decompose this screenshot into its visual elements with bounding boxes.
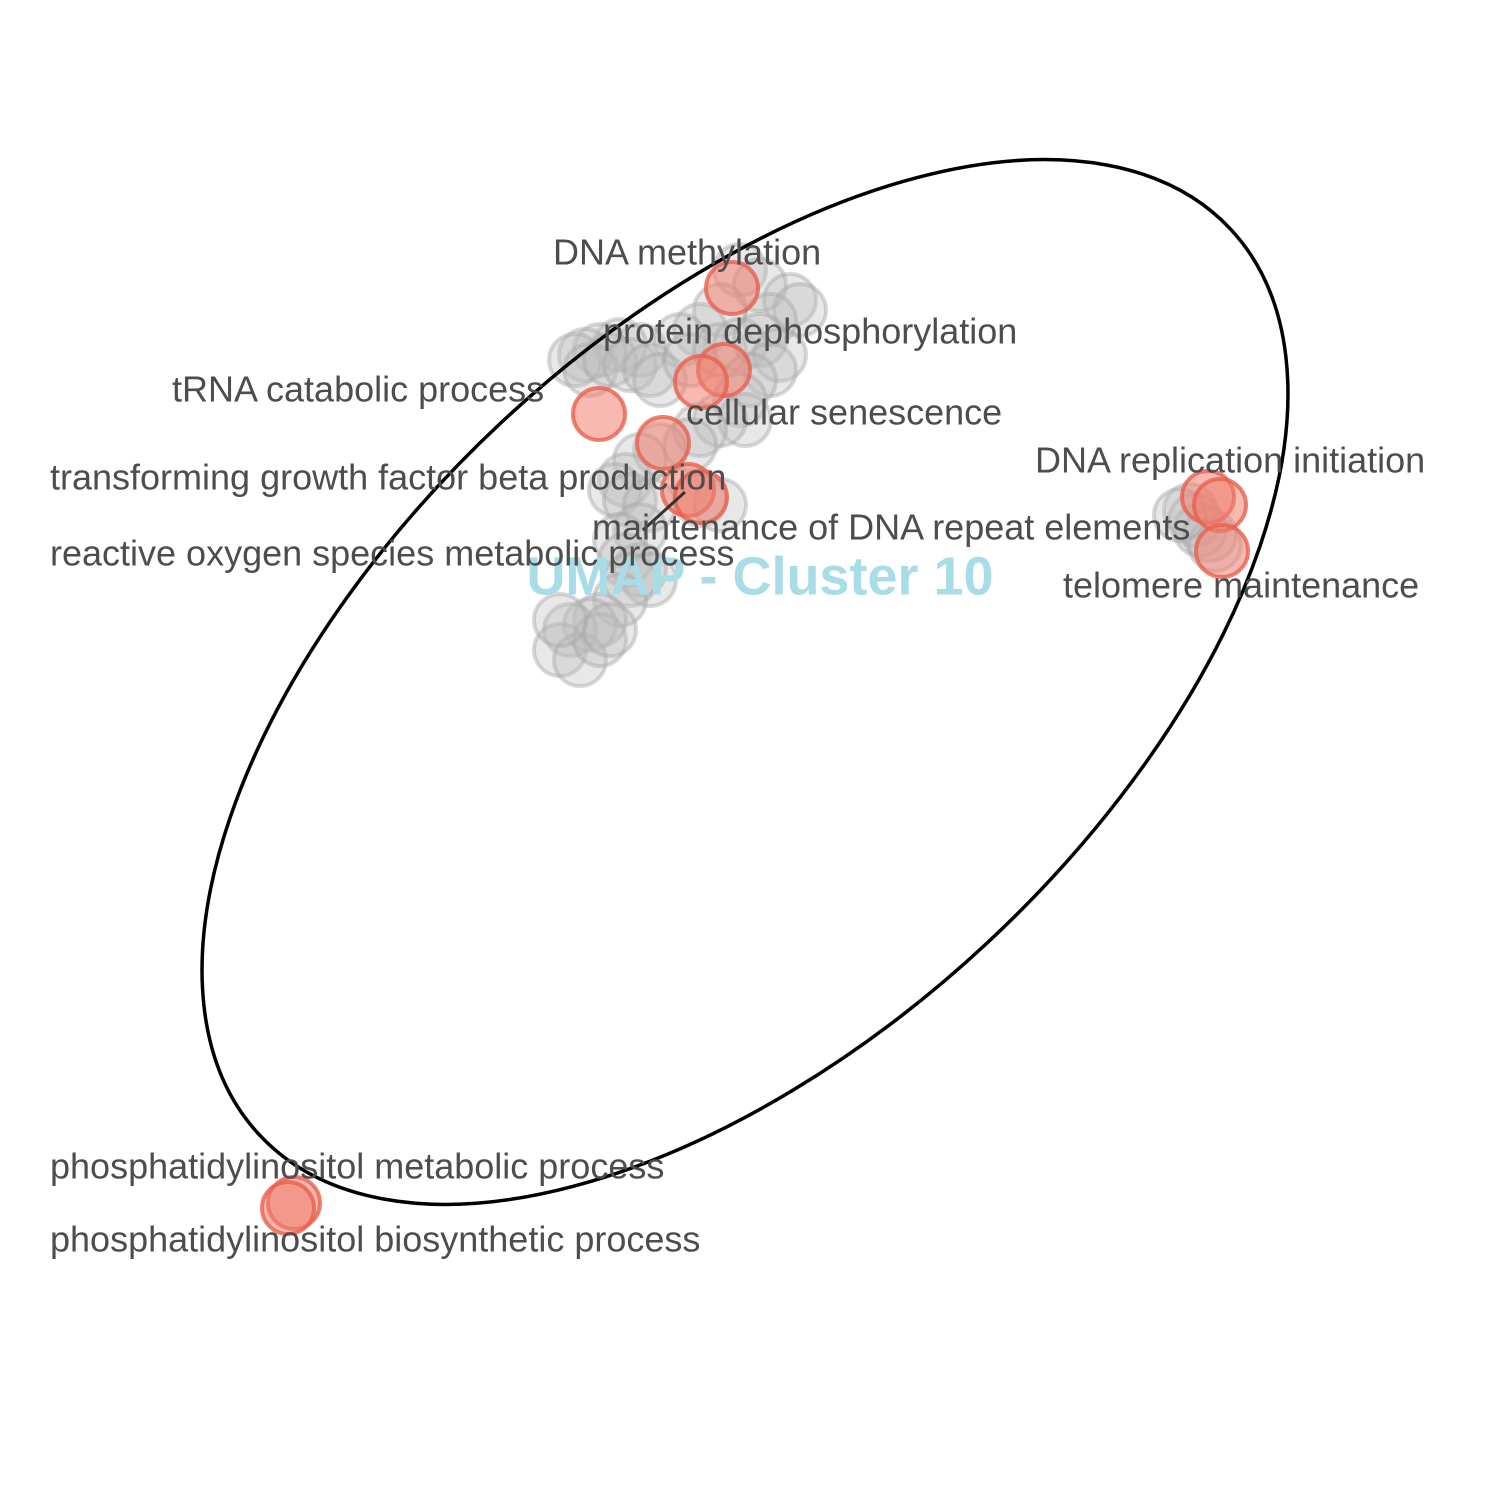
background-point <box>742 292 798 348</box>
highlight-points <box>260 260 1250 1236</box>
background-point <box>622 552 678 608</box>
background-point <box>572 592 628 648</box>
background-point <box>772 282 828 338</box>
background-point <box>592 572 648 628</box>
background-point <box>612 542 668 598</box>
term-labels: DNA methylation protein dephosphorylation… <box>50 232 1425 1260</box>
background-point <box>602 337 658 393</box>
highlight-point <box>673 469 729 525</box>
background-point <box>597 452 653 508</box>
highlight-point <box>673 354 729 410</box>
background-point <box>602 552 658 608</box>
term-label: transforming growth factor beta producti… <box>50 457 726 498</box>
background-point <box>572 322 628 378</box>
background-point <box>562 597 618 653</box>
term-label: DNA replication initiation <box>1035 440 1425 481</box>
background-point <box>542 602 598 658</box>
term-label: tRNA catabolic process <box>172 369 544 410</box>
background-points <box>532 242 1243 688</box>
background-point <box>582 602 638 658</box>
background-point <box>602 472 658 528</box>
background-point <box>717 392 773 448</box>
highlight-point <box>1194 523 1250 579</box>
background-point <box>532 622 588 678</box>
background-point <box>612 502 668 558</box>
term-label: DNA methylation <box>553 232 821 273</box>
leader-line <box>641 490 687 532</box>
background-point <box>572 612 628 668</box>
highlight-point <box>571 386 627 442</box>
term-label: telomere maintenance <box>1063 565 1419 606</box>
term-label: phosphatidylinositol metabolic process <box>50 1146 664 1187</box>
term-label: phosphatidylinositol biosynthetic proces… <box>50 1219 700 1260</box>
background-point <box>732 312 788 368</box>
background-point <box>762 272 818 328</box>
background-point <box>587 462 643 518</box>
highlight-point <box>635 415 691 471</box>
term-label: maintenance of DNA repeat elements <box>592 507 1190 548</box>
background-point <box>597 532 653 588</box>
term-label: cellular senescence <box>686 392 1002 433</box>
leader-lines <box>641 490 687 532</box>
background-point <box>752 327 808 383</box>
background-point <box>532 592 588 648</box>
background-point <box>552 632 608 688</box>
chart-title: UMAP - Cluster 10 <box>526 546 993 606</box>
highlight-point <box>260 1180 316 1236</box>
term-label: reactive oxygen species metabolic proces… <box>50 533 734 574</box>
background-point <box>612 322 668 378</box>
highlight-point <box>704 260 760 316</box>
background-point <box>592 512 648 568</box>
cluster-ellipse <box>200 157 1290 1207</box>
term-label: protein dephosphorylation <box>603 311 1017 352</box>
